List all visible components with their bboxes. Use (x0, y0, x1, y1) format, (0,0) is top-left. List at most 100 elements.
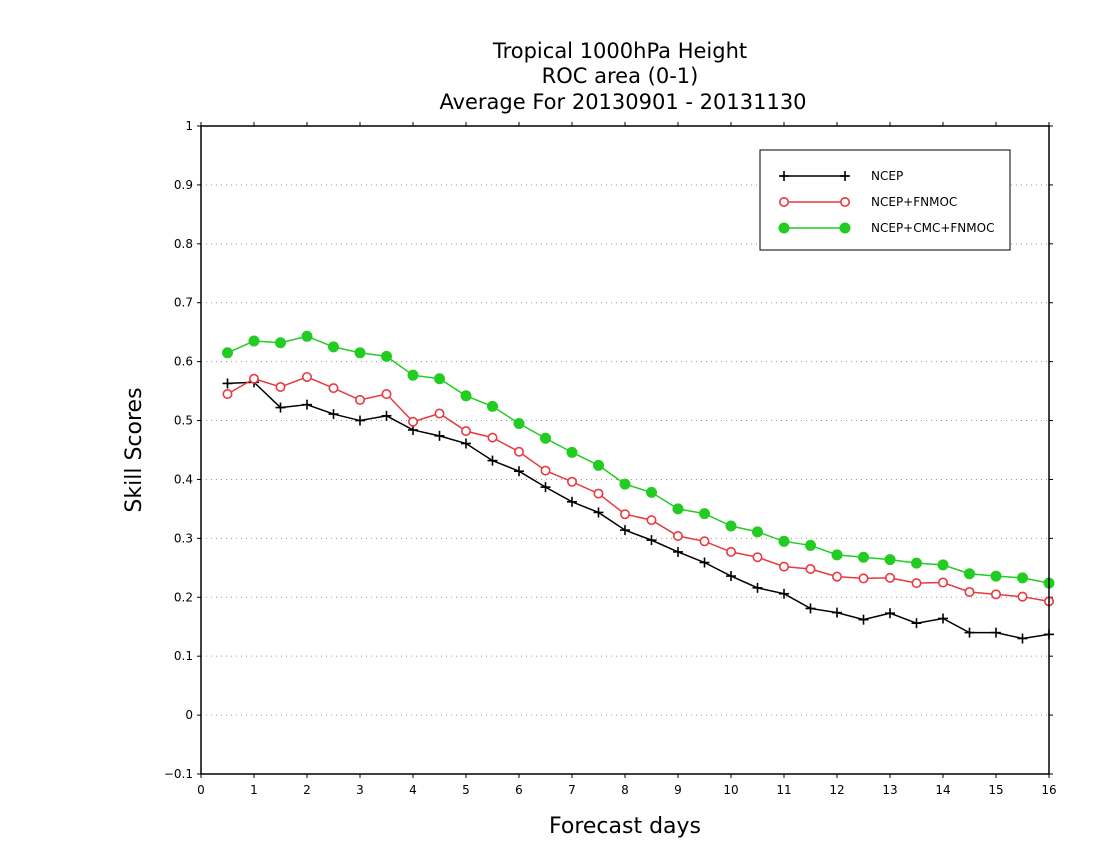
series-line (227, 376, 1050, 603)
data-point (646, 535, 657, 546)
series-line (227, 335, 1050, 584)
data-point (752, 582, 763, 593)
data-point (646, 486, 657, 498)
data-point (434, 408, 445, 419)
legend-marker (778, 222, 790, 234)
data-point (540, 432, 551, 444)
y-tick-label: 0.3 (174, 531, 193, 545)
data-point (566, 446, 578, 458)
x-tick-label: 13 (882, 783, 897, 797)
series-lines (222, 330, 1055, 644)
data-point (832, 607, 842, 618)
x-tick-label: 2 (303, 783, 311, 797)
data-point (725, 546, 736, 557)
data-point (779, 588, 789, 599)
data-point (407, 369, 419, 381)
data-point (725, 520, 737, 532)
y-tick-label: 0.6 (174, 355, 193, 369)
data-point (805, 603, 816, 614)
data-point (646, 515, 657, 526)
data-point (778, 535, 790, 547)
legend: NCEP NCEP+FNMOC NCEP+CMC+FNMOC (759, 149, 1011, 251)
x-axis-ticks: 0 1 2 3 4 5 6 7 8 9 10 11 12 13 14 15 16 (197, 122, 1057, 797)
data-point (726, 571, 736, 582)
data-point (964, 568, 975, 580)
data-point (911, 618, 922, 629)
data-point (222, 347, 233, 359)
data-point (699, 508, 710, 520)
series-1 (222, 371, 1055, 607)
data-point (381, 410, 392, 421)
legend-label: NCEP (871, 169, 903, 183)
legend-label: NCEP+CMC+FNMOC (871, 221, 994, 235)
data-point (805, 539, 816, 551)
data-point (434, 373, 445, 385)
data-point (884, 554, 896, 566)
data-point (911, 557, 922, 569)
x-tick-label: 5 (462, 783, 470, 797)
y-tick-label: 0.1 (174, 649, 193, 663)
series-line (227, 381, 1050, 640)
y-axis-ticks: −0.1 0 0.1 0.2 0.3 0.4 0.5 0.6 0.7 0.8 0.9 1 (164, 119, 1053, 781)
data-point (567, 496, 577, 507)
data-point (434, 430, 445, 441)
legend-label: NCEP+FNMOC (871, 195, 957, 209)
y-tick-label: 0.7 (174, 296, 193, 310)
title-line-1: Tropical 1000hPa Height (492, 39, 747, 63)
data-point (328, 409, 339, 420)
x-tick-label: 3 (356, 783, 364, 797)
data-point (513, 446, 524, 457)
data-point (619, 509, 630, 520)
data-point (354, 347, 366, 359)
y-tick-label: −0.1 (164, 767, 193, 781)
data-point (937, 559, 949, 571)
data-point (805, 563, 816, 574)
data-point (937, 577, 948, 588)
data-point (381, 350, 392, 362)
data-point (487, 400, 498, 412)
y-tick-label: 1 (185, 119, 193, 133)
data-point (911, 578, 922, 589)
data-point (275, 381, 286, 392)
data-point (222, 378, 233, 389)
data-point (884, 572, 895, 583)
y-tick-label: 0.2 (174, 590, 193, 604)
data-point (673, 546, 683, 557)
data-point (460, 390, 472, 402)
data-point (328, 383, 339, 394)
data-point (831, 571, 842, 582)
data-point (991, 627, 1001, 638)
data-point (513, 417, 525, 429)
data-point (328, 341, 339, 353)
data-point (1017, 572, 1028, 584)
data-point (699, 557, 710, 568)
chart-title: Tropical 1000hPa Height ROC area (0-1) A… (439, 39, 806, 114)
x-tick-label: 7 (568, 783, 576, 797)
data-point (593, 507, 604, 518)
data-point (460, 426, 471, 437)
data-point (620, 525, 630, 536)
data-point (301, 371, 312, 382)
data-point (593, 488, 604, 499)
data-point (619, 478, 631, 490)
title-line-3: Average For 20130901 - 20131130 (439, 90, 806, 114)
x-tick-label: 16 (1041, 783, 1056, 797)
data-point (1017, 633, 1028, 644)
x-tick-label: 9 (674, 783, 682, 797)
data-point (275, 337, 286, 349)
data-point (672, 503, 684, 515)
data-point (858, 551, 869, 563)
data-point (593, 459, 604, 471)
x-tick-label: 10 (723, 783, 738, 797)
data-point (778, 561, 789, 572)
y-tick-label: 0.4 (174, 472, 193, 486)
data-point (964, 627, 975, 638)
data-point (355, 415, 365, 426)
data-point (302, 399, 312, 410)
title-line-2: ROC area (0-1) (542, 64, 699, 88)
legend-marker (778, 197, 789, 208)
x-tick-label: 14 (935, 783, 950, 797)
data-point (354, 394, 365, 405)
